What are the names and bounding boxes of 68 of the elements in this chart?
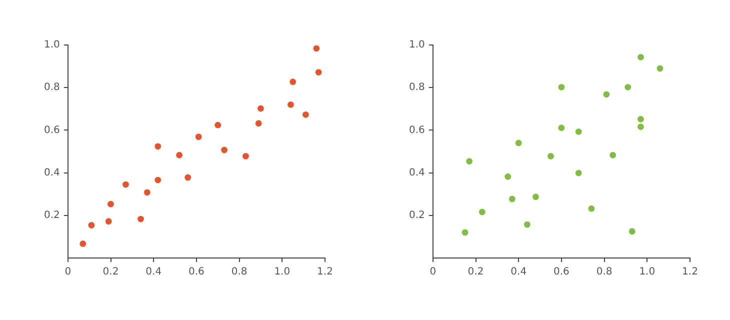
y-tick-label: 0.4: [44, 167, 60, 178]
x-tick-label: 0: [430, 266, 436, 278]
point: [462, 229, 468, 236]
point: [558, 84, 565, 90]
y-tick-label: 0.8: [44, 82, 60, 94]
y-tick-label: 0.2: [44, 210, 60, 221]
point: [478, 208, 486, 216]
point: [515, 140, 522, 146]
y-tick-label: 0.8: [408, 82, 425, 94]
point: [80, 240, 86, 247]
x-tick-label: 0.6: [188, 266, 204, 278]
x-tick-label: 1.2: [682, 266, 698, 278]
point: [108, 200, 114, 208]
x-tick-label: 0.2: [102, 266, 119, 278]
point: [315, 69, 322, 76]
point: [558, 124, 565, 132]
point: [144, 189, 150, 196]
point: [302, 111, 309, 118]
point: [288, 101, 294, 108]
y-tick-label: 0.2: [408, 210, 425, 221]
point: [466, 158, 473, 164]
x-tick-label: 0.8: [231, 266, 248, 278]
point: [242, 152, 249, 160]
point: [628, 228, 636, 235]
point: [638, 124, 644, 130]
point: [524, 221, 530, 228]
point: [575, 170, 582, 176]
x-tick-label: 0.4: [510, 266, 527, 278]
y-tick-label: 1.0: [44, 40, 60, 51]
point: [548, 152, 554, 160]
point: [214, 122, 222, 128]
point: [313, 45, 320, 52]
point: [290, 78, 296, 86]
point: [195, 134, 202, 140]
point: [603, 91, 610, 98]
x-tick-label: 0.8: [596, 266, 612, 278]
point: [532, 194, 539, 200]
point: [624, 84, 632, 90]
point: [184, 174, 192, 181]
y-tick-label: 0.6: [44, 124, 60, 136]
x-tick-label: 0.2: [468, 266, 484, 278]
point: [176, 152, 183, 158]
point: [154, 176, 162, 184]
point: [638, 54, 644, 60]
x-tick-label: 1.2: [317, 266, 333, 278]
point: [575, 128, 582, 135]
point: [638, 116, 644, 122]
x-tick-label: 0.6: [554, 266, 570, 278]
y-tick-label: 0.4: [408, 167, 425, 178]
x-tick-label: 1.0: [274, 266, 290, 278]
point: [122, 181, 129, 188]
point: [258, 105, 264, 112]
y-tick-label: 0.6: [408, 124, 425, 136]
point: [588, 205, 595, 212]
x-tick-label: 0.4: [146, 266, 162, 278]
point: [138, 216, 144, 222]
point: [504, 173, 512, 180]
point: [221, 146, 228, 154]
y-tick-label: 1.0: [408, 40, 425, 51]
point: [656, 65, 664, 72]
point: [88, 222, 95, 228]
point: [154, 143, 162, 150]
point: [255, 120, 262, 127]
point: [610, 152, 616, 158]
point: [105, 218, 112, 225]
x-tick-label: 0: [64, 266, 72, 278]
x-tick-label: 1.0: [639, 266, 656, 278]
point: [508, 196, 516, 202]
